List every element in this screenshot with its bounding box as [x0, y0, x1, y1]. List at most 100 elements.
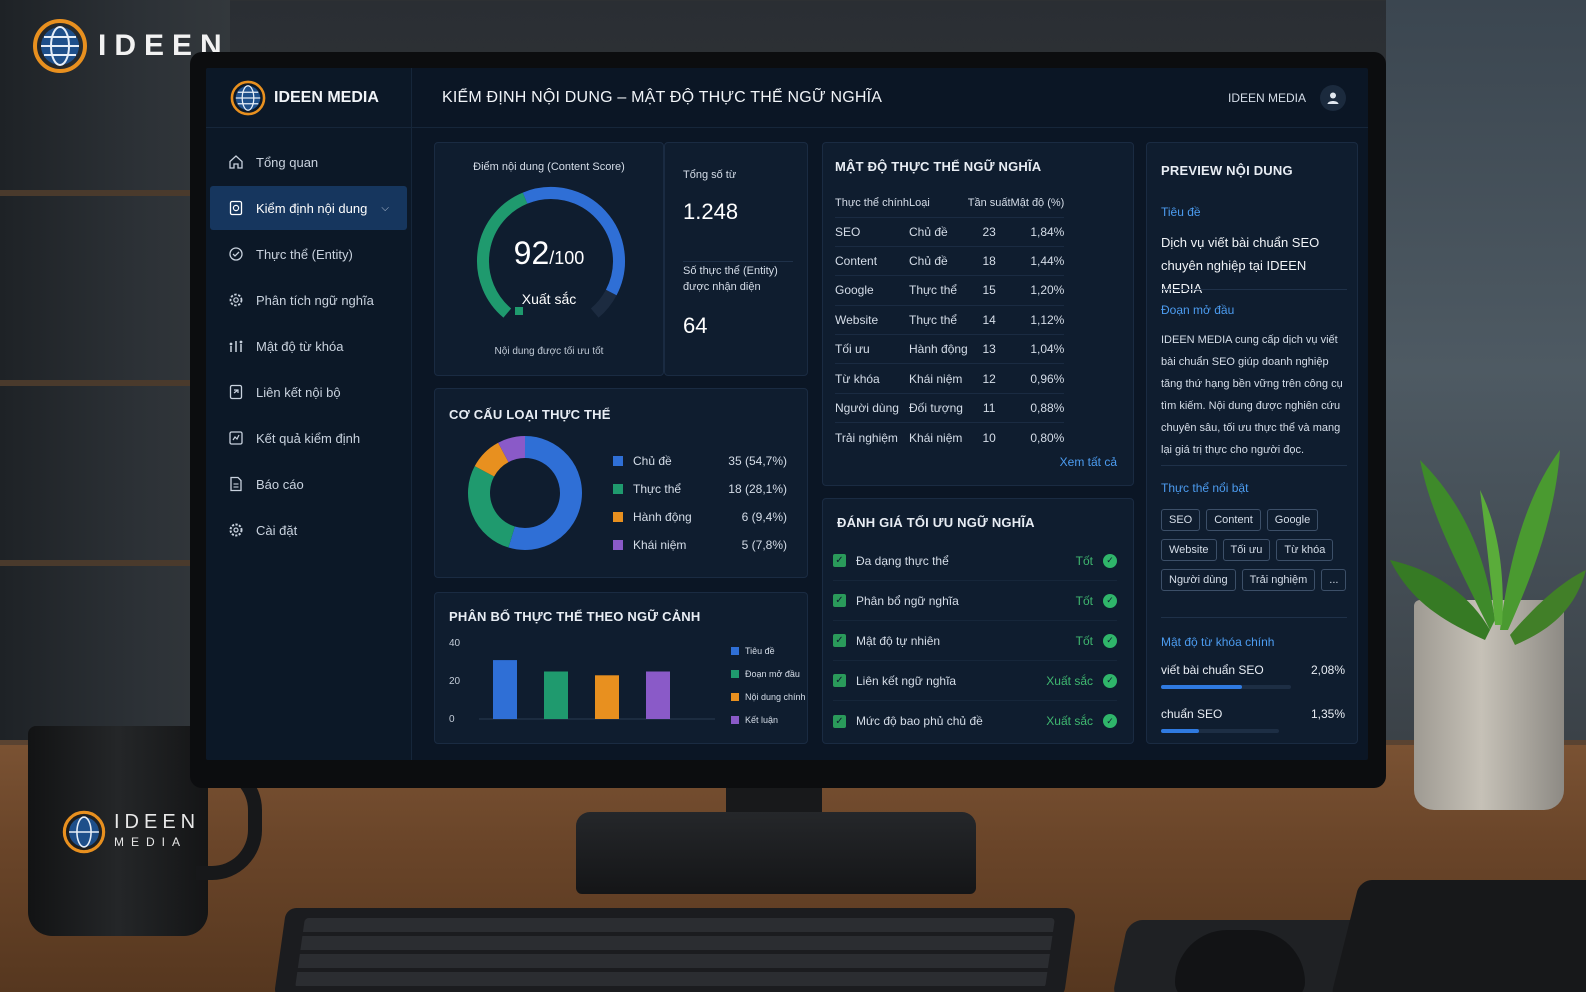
- keyword-density-fill: [1161, 729, 1199, 733]
- mug: [28, 726, 208, 936]
- frequency-cell: 23: [967, 216, 1011, 247]
- evaluation-row: ✓ Đa dạng thực thể Tốt ✓: [833, 541, 1117, 581]
- brand-globe-icon: [230, 80, 266, 115]
- total-words-label: Tổng số từ: [683, 169, 737, 181]
- table-row[interactable]: Từ khóa Khái niệm 12 0,96%: [835, 363, 1065, 394]
- see-all-link[interactable]: Xem tất cả: [1059, 455, 1117, 469]
- frequency-cell: 15: [967, 275, 1011, 306]
- checkbox-checked-icon[interactable]: ✓: [833, 634, 846, 647]
- table-row[interactable]: Người dùng Đối tượng 11 0,88%: [835, 392, 1065, 423]
- sidebar-item-internal-links[interactable]: Liên kết nội bộ: [210, 370, 407, 414]
- keyword-text: viết bài chuẩn SEO: [1161, 663, 1264, 677]
- content-preview-card: PREVIEW NỘI DUNG Tiêu đề Dịch vụ viết bà…: [1146, 142, 1358, 744]
- preview-intro-label: Đoạn mở đầu: [1161, 303, 1235, 317]
- semantic-evaluation-card: ĐÁNH GIÁ TỐI ƯU NGỮ NGHĨA ✓ Đa dạng thực …: [822, 498, 1134, 744]
- entity-tag[interactable]: Tối ưu: [1222, 539, 1271, 561]
- column-header[interactable]: Mật độ (%): [1010, 196, 1065, 209]
- legend-value: 6 (9,4%): [741, 510, 787, 524]
- preview-divider: [1161, 465, 1347, 466]
- semantic-gear-icon: [228, 292, 244, 308]
- gauge-marker: [515, 307, 523, 315]
- donut-slice: [474, 442, 510, 478]
- sidebar-item-content-audit[interactable]: Kiểm định nội dung ⌵: [210, 186, 407, 230]
- entity-types-legend: Chủ đề 35 (54,7%) Thực thể 18 (28,1%) Hà…: [613, 447, 787, 559]
- sidebar-item-overview[interactable]: Tổng quan: [210, 140, 407, 184]
- sidebar-item-entity[interactable]: Thực thể (Entity): [210, 232, 407, 276]
- keyword-text: chuẩn SEO: [1161, 707, 1223, 721]
- entity-tag[interactable]: Người dùng: [1161, 569, 1236, 591]
- donut-slice: [468, 466, 516, 548]
- type-cell: Khái niệm: [909, 422, 968, 453]
- bar: [544, 671, 568, 719]
- donut-slice: [498, 436, 526, 463]
- legend-row: Hành động 6 (9,4%): [613, 503, 787, 531]
- entity-cell: Trải nghiệm: [835, 422, 910, 453]
- legend-row: Nội dung chính: [731, 685, 806, 708]
- score-value: 92/100: [435, 235, 663, 272]
- y-tick-label: 40: [449, 638, 461, 649]
- monitor: IDEEN MEDIA Tổng quan Kiểm định nội dung…: [190, 52, 1386, 788]
- keyword-density-row: chuẩn SEO 1,35%: [1161, 707, 1345, 733]
- checkbox-checked-icon[interactable]: ✓: [833, 594, 846, 607]
- context-bar-chart: 40 20 0: [449, 638, 715, 725]
- evaluation-label: Mật độ tự nhiên: [856, 633, 941, 648]
- table-row[interactable]: Google Thực thể 15 1,20%: [835, 275, 1065, 306]
- legend-swatch: [613, 512, 623, 522]
- legend-swatch: [613, 484, 623, 494]
- checkbox-checked-icon[interactable]: ✓: [833, 714, 846, 728]
- checkbox-checked-icon[interactable]: ✓: [833, 554, 846, 567]
- legend-value: 5 (7,8%): [741, 538, 787, 552]
- entity-tag[interactable]: SEO: [1161, 509, 1201, 531]
- entity-cell: Tối ưu: [835, 334, 910, 364]
- column-header[interactable]: Thực thể chính: [835, 196, 910, 209]
- score-label: Điểm nội dung (Content Score): [473, 161, 625, 173]
- brand[interactable]: IDEEN MEDIA: [206, 68, 411, 128]
- entity-tag[interactable]: Content: [1206, 509, 1261, 531]
- legend-row: Đoạn mở đầu: [731, 662, 806, 685]
- entity-tag[interactable]: Trải nghiệm: [1241, 569, 1316, 591]
- entity-density-title: MẬT ĐỘ THỰC THỂ NGỮ NGHĨA: [835, 159, 1042, 174]
- home-icon: [228, 154, 244, 170]
- table-header-row: Thực thể chính Loại Tần suất Mật độ (%): [835, 189, 1064, 217]
- bar: [493, 660, 517, 719]
- column-header[interactable]: Tần suất: [967, 196, 1011, 209]
- sidebar-item-settings[interactable]: Cài đặt: [210, 508, 407, 552]
- sidebar-item-audit-results[interactable]: Kết quả kiểm định: [210, 416, 407, 460]
- bar: [646, 671, 670, 719]
- entity-tag[interactable]: Google: [1266, 509, 1319, 531]
- user-avatar-icon[interactable]: [1320, 84, 1346, 111]
- word-stats-card: Tổng số từ 1.248 Số thực thể (Entity) đư…: [664, 142, 808, 376]
- table-row[interactable]: Tối ưu Hành động 13 1,04%: [835, 334, 1065, 364]
- legend-swatch: [613, 456, 623, 466]
- type-cell: Thực thể: [909, 304, 968, 335]
- sidebar: IDEEN MEDIA Tổng quan Kiểm định nội dung…: [206, 68, 412, 760]
- stats-divider: [683, 261, 793, 262]
- sidebar-item-label: Mật độ từ khóa: [256, 338, 344, 354]
- table-row[interactable]: Trải nghiệm Khái niệm 10 0,80%: [835, 422, 1065, 453]
- evaluation-status: Xuất sắc: [1046, 714, 1093, 728]
- entity-tag[interactable]: Website: [1161, 539, 1217, 561]
- sidebar-nav: Tổng quan Kiểm định nội dung ⌵ Thực thể …: [206, 128, 411, 552]
- settings-icon: [228, 522, 244, 538]
- user-menu[interactable]: IDEEN MEDIA: [1228, 84, 1346, 111]
- sidebar-item-keyword-density[interactable]: Mật độ từ khóa: [210, 324, 407, 368]
- preview-keywords-label: Mật độ từ khóa chính: [1161, 635, 1275, 649]
- score-caption: Nội dung được tối ưu tốt: [494, 346, 604, 357]
- legend-swatch: [731, 692, 739, 701]
- table-row[interactable]: Website Thực thể 14 1,12%: [835, 304, 1065, 335]
- main-area: KIỂM ĐỊNH NỘI DUNG – MẬT ĐỘ THỰC THỂ NGỮ…: [412, 68, 1368, 760]
- chevron-down-icon[interactable]: ⌵: [381, 202, 389, 214]
- table-row[interactable]: SEO Chủ đề 23 1,84%: [835, 216, 1065, 247]
- evaluation-label: Liên kết ngữ nghĩa: [856, 673, 957, 688]
- table-row[interactable]: Content Chủ đề 18 1,44%: [835, 245, 1065, 276]
- sidebar-item-semantic-analysis[interactable]: Phân tích ngữ nghĩa: [210, 278, 407, 322]
- density-cell: 1,20%: [1010, 275, 1065, 306]
- sidebar-item-reports[interactable]: Báo cáo: [210, 462, 407, 506]
- entity-tag[interactable]: Từ khóa: [1276, 539, 1334, 561]
- entity-types-donut: [468, 436, 582, 550]
- background-shelf: [0, 380, 200, 386]
- score-number: 92: [513, 235, 550, 271]
- column-header[interactable]: Loại: [909, 196, 930, 209]
- checkbox-checked-icon[interactable]: ✓: [833, 674, 846, 687]
- entity-tag[interactable]: ...: [1321, 569, 1347, 591]
